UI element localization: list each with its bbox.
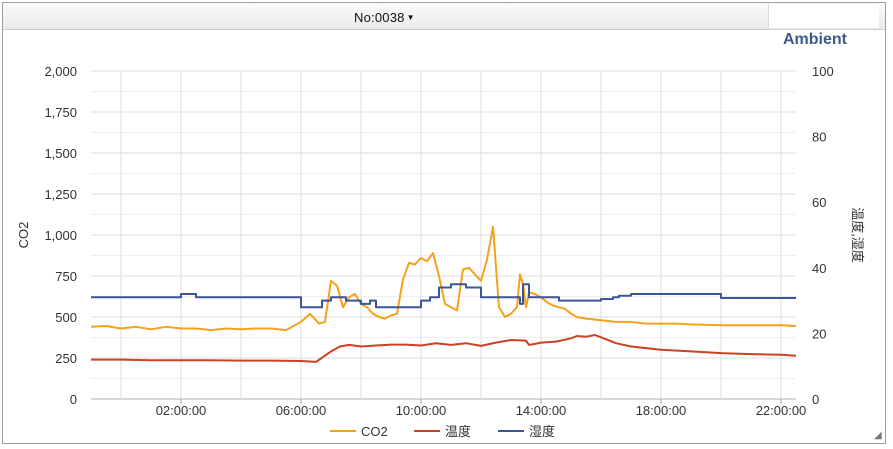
device-label: No:0038 [354,10,405,25]
device-select[interactable]: No:0038 ▼ [354,7,415,29]
caret-down-icon: ▼ [406,13,415,22]
resize-grip-icon[interactable]: ◢ [874,430,882,441]
header-blank-panel [768,4,879,28]
chart-title: Ambient [783,31,847,48]
title-bar: No:0038 ▼ [3,3,885,30]
chart-window [2,2,886,444]
